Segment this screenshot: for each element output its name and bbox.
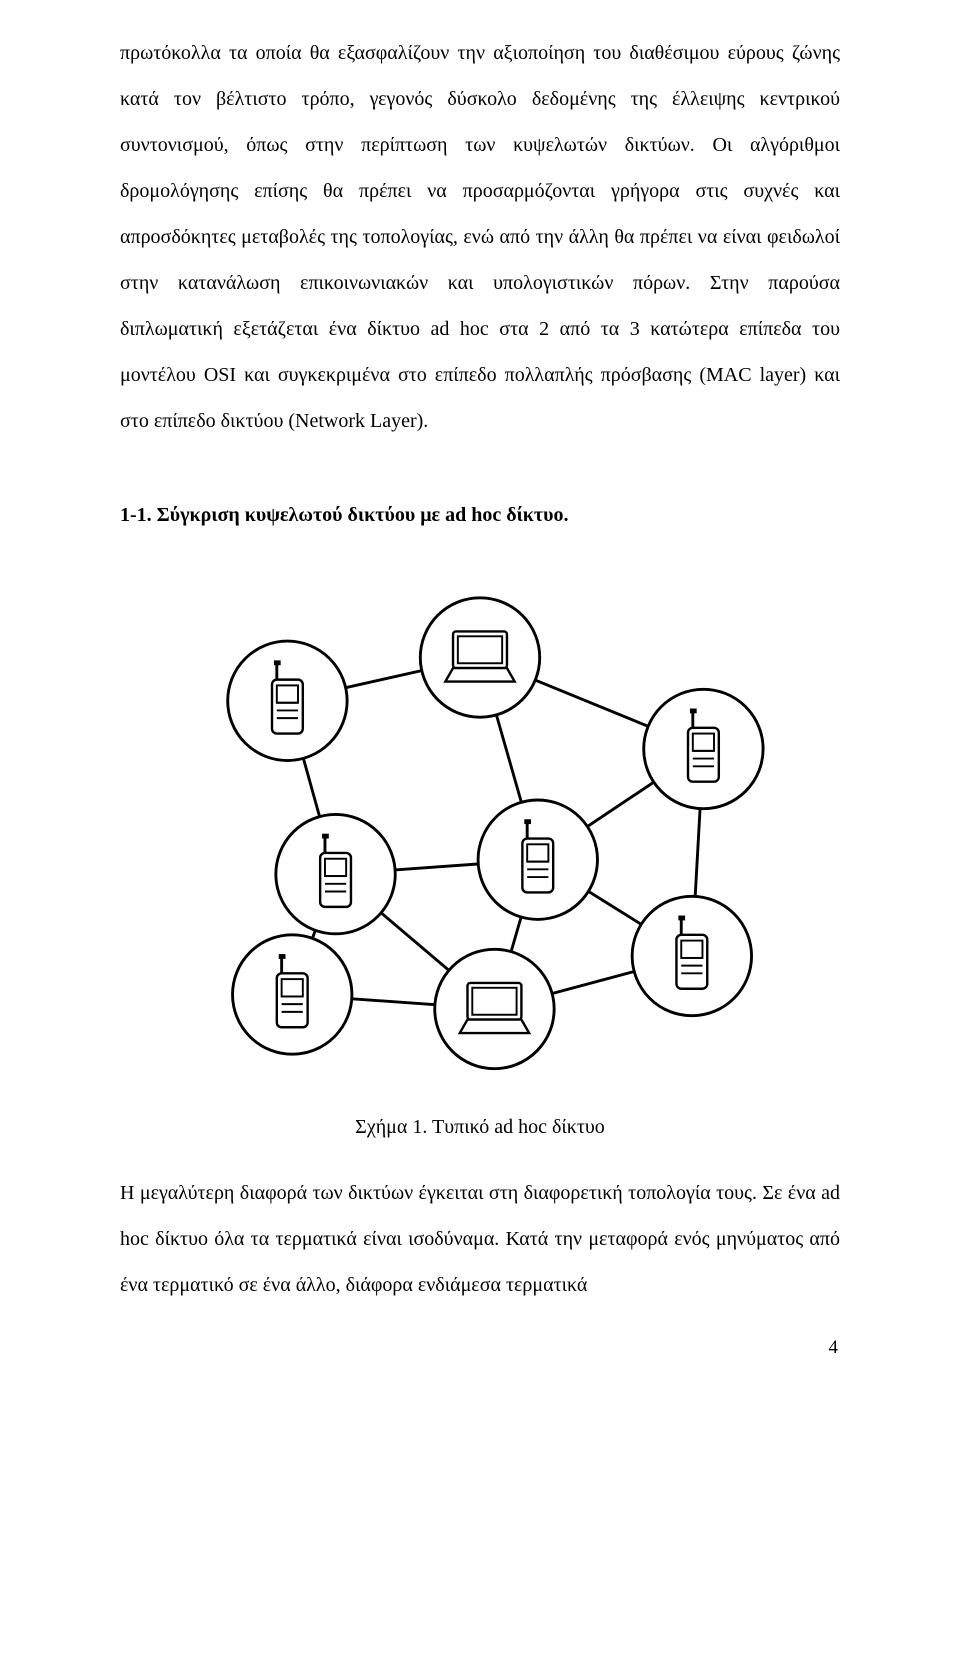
network-node <box>478 800 597 919</box>
page-number: 4 <box>120 1326 840 1370</box>
network-node <box>644 689 763 808</box>
network-node <box>420 598 539 717</box>
network-node <box>435 949 554 1068</box>
figure-caption: Σχήμα 1. Τυπικό ad hoc δίκτυο <box>120 1104 840 1150</box>
network-diagram <box>160 566 800 1086</box>
document-page: πρωτόκολλα τα οποία θα εξασφαλίζουν την … <box>0 0 960 1410</box>
network-node <box>276 814 395 933</box>
figure-container <box>120 566 840 1086</box>
network-node <box>228 641 347 760</box>
paragraph-2: Η μεγαλύτερη διαφορά των δικτύων έγκειτα… <box>120 1170 840 1308</box>
paragraph-1: πρωτόκολλα τα οποία θα εξασφαλίζουν την … <box>120 30 840 444</box>
network-node <box>632 896 751 1015</box>
network-node <box>233 935 352 1054</box>
section-heading: 1-1. Σύγκριση κυψελωτού δικτύου με ad ho… <box>120 492 840 538</box>
